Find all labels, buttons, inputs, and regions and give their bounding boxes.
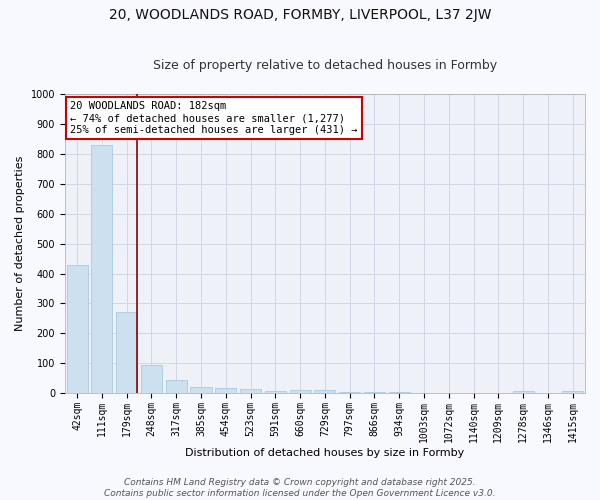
Bar (512, 391, 533, 393)
Y-axis label: Number of detached properties: Number of detached properties (15, 156, 25, 332)
Bar (339, 392, 360, 393)
Bar (562, 391, 583, 393)
Bar (463, 392, 484, 393)
Text: 20 WOODLANDS ROAD: 182sqm
← 74% of detached houses are smaller (1,277)
25% of se: 20 WOODLANDS ROAD: 182sqm ← 74% of detac… (70, 102, 358, 134)
Bar (413, 392, 434, 393)
Bar (91, 145, 112, 393)
Title: Size of property relative to detached houses in Formby: Size of property relative to detached ho… (153, 59, 497, 72)
Bar (389, 392, 410, 393)
Bar (215, 388, 236, 393)
Bar (265, 391, 286, 393)
Bar (141, 365, 162, 393)
Bar (290, 390, 311, 393)
Bar (314, 390, 335, 393)
Bar (190, 386, 212, 393)
X-axis label: Distribution of detached houses by size in Formby: Distribution of detached houses by size … (185, 448, 464, 458)
Text: 20, WOODLANDS ROAD, FORMBY, LIVERPOOL, L37 2JW: 20, WOODLANDS ROAD, FORMBY, LIVERPOOL, L… (109, 8, 491, 22)
Text: Contains HM Land Registry data © Crown copyright and database right 2025.
Contai: Contains HM Land Registry data © Crown c… (104, 478, 496, 498)
Bar (240, 388, 261, 393)
Bar (116, 312, 137, 393)
Bar (364, 392, 385, 393)
Bar (438, 392, 459, 393)
Bar (166, 380, 187, 393)
Bar (67, 264, 88, 393)
